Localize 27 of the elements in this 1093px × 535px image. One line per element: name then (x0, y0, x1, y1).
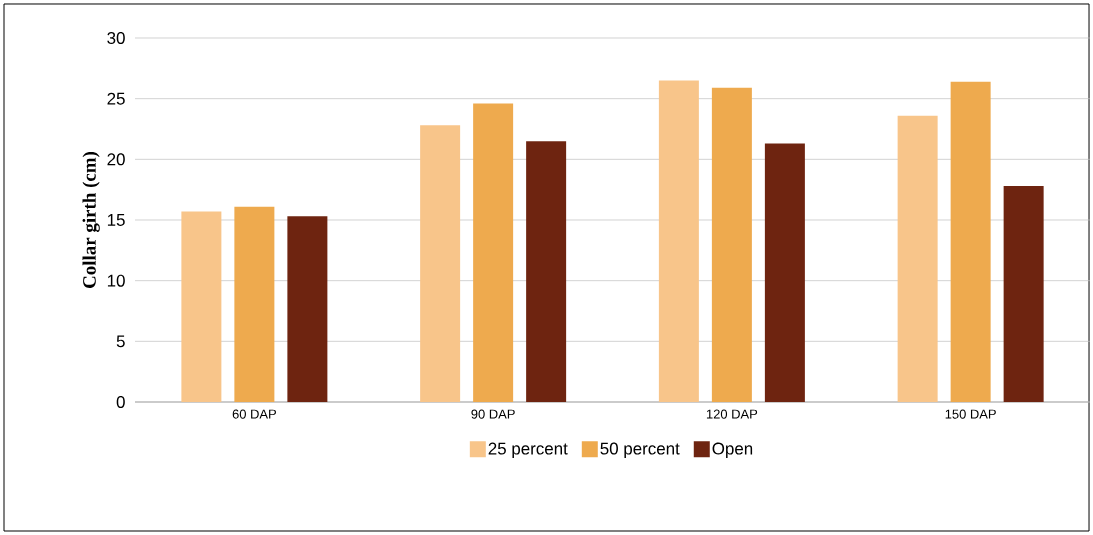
bar (950, 81, 991, 402)
y-tick-label: 0 (116, 396, 125, 408)
bar (181, 211, 222, 402)
y-tick-label: 30 (107, 32, 125, 44)
bar (420, 125, 461, 402)
x-tick-label: 150 DAP (945, 409, 996, 419)
bar (287, 216, 328, 402)
bar (658, 80, 699, 402)
x-tick-label: 120 DAP (706, 409, 758, 419)
bar (1003, 186, 1044, 402)
bar (764, 143, 805, 402)
bar (234, 206, 275, 402)
legend-label: 50 percent (600, 442, 680, 458)
y-tick-label: 25 (107, 92, 125, 105)
x-tick-label: 90 DAP (471, 409, 515, 419)
legend-label: 25 percent (488, 442, 568, 458)
y-tick-label: 15 (107, 214, 125, 226)
y-axis-title: Collar girth (cm) (82, 151, 100, 288)
legend-label: Open (712, 442, 753, 458)
bar (711, 87, 752, 402)
y-tick-label: 5 (116, 335, 125, 348)
bar (473, 103, 514, 402)
x-tick-label: 60 DAP (232, 409, 276, 419)
y-tick-label: 10 (107, 274, 125, 287)
y-tick-label: 20 (107, 153, 125, 166)
bar (897, 115, 938, 402)
bar (526, 141, 567, 402)
